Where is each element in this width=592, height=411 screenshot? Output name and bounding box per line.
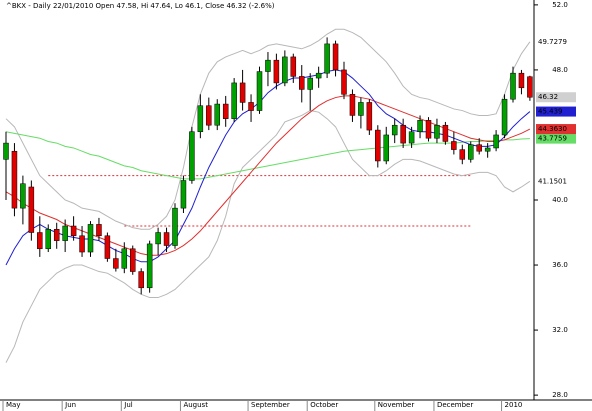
candle-body: [197, 105, 204, 132]
y-tick-label: 36.0: [552, 261, 568, 269]
candle-body: [96, 224, 102, 237]
candle-body: [324, 43, 330, 74]
candle-body: [146, 243, 153, 289]
end-value-label-box: [536, 176, 576, 187]
candle-body: [341, 69, 347, 95]
x-tick-label: 2010: [505, 401, 523, 409]
indicator-line: [5, 110, 531, 363]
x-tick-label: August: [183, 401, 208, 409]
candle-body: [163, 232, 170, 246]
candle-body: [53, 229, 60, 241]
candle-body: [87, 224, 94, 253]
end-value-label-box: [536, 124, 576, 135]
candle-body: [425, 120, 432, 139]
candle-body: [484, 147, 491, 152]
end-value-label: 41.1501: [538, 177, 567, 185]
end-value-label-box: [536, 36, 576, 47]
candle-body: [231, 82, 237, 119]
candle-body: [366, 102, 373, 131]
candle-body: [248, 102, 254, 111]
candle-body: [189, 131, 195, 181]
candle-body: [3, 142, 9, 160]
x-tick-label: October: [310, 401, 338, 409]
candle-body: [130, 248, 136, 272]
candle-body: [358, 102, 364, 116]
candle-body: [451, 141, 457, 150]
candle-body: [332, 43, 339, 71]
candle-body: [442, 124, 449, 142]
candle-body: [239, 82, 246, 103]
candle-body: [265, 59, 271, 72]
close-value-label: 46.32: [538, 93, 558, 101]
candle-body: [510, 72, 516, 100]
candle-body: [79, 235, 85, 253]
indicator-line: [5, 69, 531, 266]
indicator-line: [5, 131, 530, 180]
candle-body: [315, 72, 322, 79]
candle-body: [62, 225, 68, 241]
candle-body: [180, 180, 187, 209]
indicator-line: [5, 95, 531, 256]
candle-body: [375, 129, 381, 162]
candle-body: [282, 56, 288, 84]
candle-body: [408, 131, 415, 144]
chart-title: ^BKX - Daily 22/01/2010 Open 47.58, Hi 4…: [6, 2, 275, 10]
candle-body: [459, 149, 466, 160]
candle-body: [121, 248, 128, 269]
candle-body: [138, 271, 144, 289]
x-tick-label: November: [378, 401, 415, 409]
candle-body: [391, 124, 398, 136]
x-tick-label: December: [437, 401, 473, 409]
candle-body: [518, 72, 525, 89]
end-value-label-box: [536, 133, 576, 144]
candle-body: [11, 150, 18, 209]
candle-body: [256, 71, 263, 111]
candle-body: [37, 232, 43, 250]
candle-body: [383, 134, 389, 162]
y-tick-label: 40.0: [552, 196, 568, 204]
x-tick-label: Jun: [64, 401, 76, 409]
candle-body: [104, 235, 111, 259]
y-tick-label: 32.0: [552, 326, 568, 334]
candle-body: [299, 76, 305, 90]
end-value-label: 49.7279: [538, 38, 567, 46]
candle-body: [493, 134, 499, 149]
candle-body: [501, 98, 508, 136]
candle-body: [434, 124, 440, 139]
candle-body: [206, 105, 212, 126]
indicator-line: [5, 28, 531, 230]
x-tick-label: Jul: [123, 401, 133, 409]
y-tick-label: 48.0: [552, 66, 568, 74]
candle-body: [307, 77, 313, 90]
candle-body: [20, 183, 26, 209]
candle-body: [417, 120, 423, 132]
candle-body: [70, 225, 77, 237]
candle-body: [476, 144, 482, 152]
candle-body: [214, 103, 220, 126]
x-tick-label: September: [251, 401, 290, 409]
candle-body: [273, 59, 280, 84]
end-value-label: 43.7759: [538, 135, 567, 143]
candle-body: [172, 207, 178, 246]
candle-body: [468, 144, 474, 160]
candle-body: [400, 124, 406, 144]
candle-body: [349, 94, 356, 116]
end-value-label: 45.439: [538, 108, 563, 116]
candle-body: [28, 186, 35, 233]
candle-body: [113, 258, 119, 269]
y-tick-label: 52.0: [552, 1, 568, 9]
candle-body: [222, 103, 229, 119]
candle-body: [155, 232, 161, 245]
candle-body: [290, 56, 297, 77]
y-tick-label: 28.0: [552, 391, 568, 399]
end-value-label-box: [536, 106, 576, 117]
candle-body: [45, 229, 51, 250]
x-tick-label: May: [6, 401, 20, 409]
candle-body: [527, 76, 533, 98]
end-value-label: 44.3630: [538, 125, 567, 133]
close-value-label-box: [536, 92, 576, 103]
